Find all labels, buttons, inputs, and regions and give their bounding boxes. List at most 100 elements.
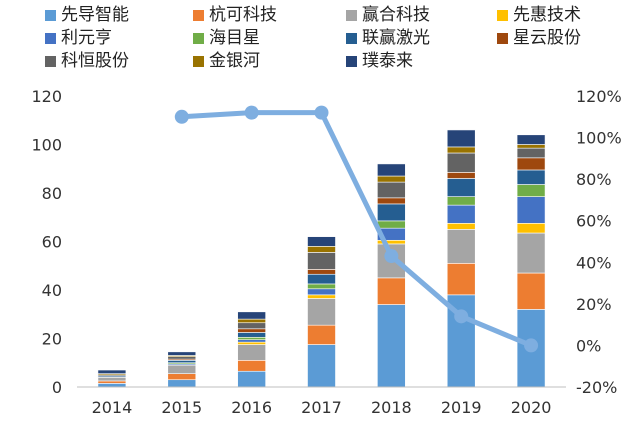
- y2-tick-label: 60%: [576, 212, 612, 231]
- legend-item: 先导智能: [45, 5, 129, 25]
- x-tick-label: 2016: [231, 398, 272, 417]
- bar-segment: [307, 252, 336, 270]
- bar-segment: [307, 246, 336, 253]
- bar-segment: [516, 134, 546, 145]
- bar-segment: [516, 147, 546, 159]
- legend-item: 联赢激光: [346, 28, 430, 48]
- legend-swatch: [45, 56, 56, 67]
- legend-item: 利元亨: [45, 28, 112, 48]
- legend-label: 科恒股份: [61, 51, 129, 71]
- y-tick-label: 100: [31, 136, 62, 155]
- bar-segment: [516, 223, 546, 234]
- bar-segment: [237, 332, 266, 338]
- bar-segment: [307, 236, 336, 247]
- bar-segment: [377, 163, 406, 177]
- bar-segment: [516, 157, 546, 171]
- bar-segment: [97, 380, 127, 384]
- y-tick-label: 40: [42, 281, 62, 300]
- growth-line-path: [181, 110, 533, 348]
- x-tick-label: 2020: [511, 398, 552, 417]
- legend-swatch: [45, 33, 56, 44]
- bar-segment: [446, 146, 476, 154]
- y-tick-label: 0: [52, 378, 62, 397]
- bar-segment: [377, 181, 406, 199]
- legend-item: 金银河: [193, 51, 260, 71]
- bar-segment: [307, 273, 336, 285]
- bar-segment: [237, 341, 266, 345]
- x-tick-label: 2014: [92, 398, 133, 417]
- y-axis-left: 0 20 40 60 80 100 120: [31, 87, 62, 397]
- legend-swatch: [346, 33, 357, 44]
- legend-label: 利元亨: [61, 28, 112, 48]
- bar-segment: [167, 379, 197, 388]
- bar-segment: [377, 277, 406, 305]
- legend-label: 赢合科技: [362, 5, 430, 25]
- bar-segment: [237, 360, 266, 372]
- bar-segment: [446, 223, 476, 230]
- bar-segment: [97, 376, 127, 382]
- bar-segment: [167, 351, 197, 356]
- growth-line-point: [524, 338, 539, 353]
- y2-tick-label: -20%: [576, 378, 617, 397]
- bar-segment: [307, 294, 336, 299]
- legend-label: 海目星: [209, 28, 260, 48]
- bar-segment: [446, 172, 476, 179]
- bar-segment: [167, 364, 197, 374]
- bar-segment: [237, 336, 266, 341]
- legend-label: 先惠技术: [513, 5, 581, 25]
- x-tick-label: 2015: [161, 398, 202, 417]
- x-tick-label: 2017: [301, 398, 342, 417]
- legend-swatch: [193, 56, 204, 67]
- legend-label: 璞泰来: [362, 51, 413, 71]
- legend-item: 璞泰来: [346, 51, 413, 71]
- growth-line-point: [454, 309, 469, 324]
- growth-line-point: [384, 249, 399, 264]
- x-tick-label: 2019: [441, 398, 482, 417]
- growth-line-point: [244, 105, 259, 120]
- bar-segment: [446, 196, 476, 206]
- bar-segment: [97, 383, 127, 388]
- bar-segment: [516, 169, 546, 185]
- legend-item: 星云股份: [497, 28, 581, 48]
- legend-swatch: [193, 10, 204, 21]
- y2-tick-label: 80%: [576, 170, 612, 189]
- bar-segment: [516, 196, 546, 224]
- bar-segment: [516, 272, 546, 310]
- bar-segment: [516, 144, 546, 149]
- legend-swatch: [346, 10, 357, 21]
- y2-tick-label: 40%: [576, 253, 612, 272]
- bar-segment: [446, 263, 476, 296]
- legend-swatch: [497, 10, 508, 21]
- bar-segment: [307, 344, 336, 388]
- legend-item: 科恒股份: [45, 51, 129, 71]
- bar-segment: [237, 370, 266, 388]
- bar-segment: [446, 204, 476, 224]
- legend-item: 先惠技术: [497, 5, 581, 25]
- y2-tick-label: 20%: [576, 295, 612, 314]
- legend-item: 海目星: [193, 28, 260, 48]
- bar-segment: [377, 197, 406, 205]
- legend-label: 先导智能: [61, 5, 129, 25]
- legend-item: 杭可科技: [193, 5, 277, 25]
- bar-segment: [237, 339, 266, 343]
- bar-segment: [377, 175, 406, 183]
- bar-segment: [167, 356, 197, 360]
- y2-tick-label: 100%: [576, 129, 622, 148]
- bar-segment: [307, 269, 336, 275]
- legend-swatch: [497, 33, 508, 44]
- bar-segment: [307, 283, 336, 290]
- bar-segment: [167, 360, 197, 364]
- bar-segment: [446, 152, 476, 173]
- legend-swatch: [346, 56, 357, 67]
- legend-swatch: [193, 33, 204, 44]
- legend-swatch: [45, 10, 56, 21]
- legend-label: 杭可科技: [209, 5, 277, 25]
- growth-line-point: [314, 105, 329, 120]
- bar-segment: [307, 324, 336, 345]
- bar-segment: [446, 129, 476, 148]
- x-tick-label: 2018: [371, 398, 412, 417]
- growth-line-point: [174, 109, 189, 124]
- bar-segment: [237, 311, 266, 320]
- bar-segment: [377, 304, 406, 388]
- y2-tick-label: 120%: [576, 87, 622, 106]
